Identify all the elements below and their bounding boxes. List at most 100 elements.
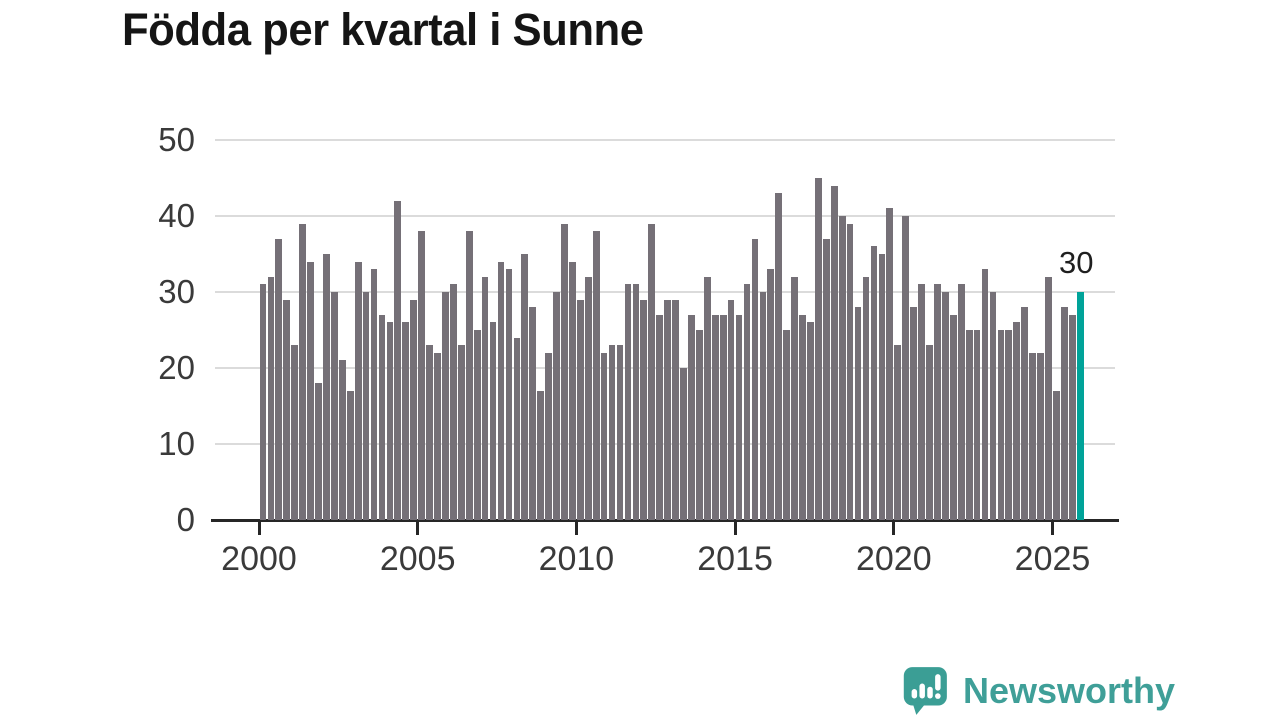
bar bbox=[767, 269, 775, 520]
bar bbox=[529, 307, 537, 520]
bar bbox=[521, 254, 529, 520]
bar bbox=[791, 276, 798, 520]
bar bbox=[307, 261, 314, 520]
x-axis-tick-2015 bbox=[733, 522, 737, 535]
bar bbox=[497, 261, 505, 520]
bar bbox=[1013, 322, 1021, 520]
bar bbox=[957, 284, 965, 520]
bar bbox=[640, 299, 648, 520]
bar bbox=[703, 276, 711, 520]
x-axis-tick-2005 bbox=[416, 522, 420, 535]
bar bbox=[648, 223, 656, 520]
bar bbox=[910, 307, 917, 520]
bar bbox=[402, 322, 410, 520]
bar bbox=[942, 292, 949, 520]
bar bbox=[854, 307, 862, 520]
bar bbox=[783, 330, 790, 520]
bar bbox=[592, 231, 600, 520]
bar bbox=[283, 299, 291, 520]
bar bbox=[815, 178, 822, 520]
bar bbox=[616, 345, 624, 520]
newsworthy-logo-text: Newsworthy bbox=[963, 670, 1176, 711]
bar bbox=[299, 223, 306, 520]
bar bbox=[807, 322, 814, 520]
bar bbox=[870, 246, 878, 520]
bar bbox=[600, 352, 608, 520]
bar bbox=[473, 330, 481, 520]
bar bbox=[386, 322, 394, 520]
bar bbox=[346, 390, 354, 520]
bar bbox=[743, 284, 751, 520]
bar bbox=[275, 238, 283, 520]
x-axis-label-2010: 2010 bbox=[538, 540, 615, 578]
x-axis-label-2020: 2020 bbox=[855, 540, 932, 578]
bar bbox=[680, 368, 687, 520]
y-axis-label-30: 30 bbox=[158, 273, 195, 310]
bar bbox=[394, 200, 402, 520]
gridline-50 bbox=[215, 139, 1115, 141]
bar bbox=[259, 284, 267, 520]
bar bbox=[489, 322, 497, 520]
bar bbox=[775, 193, 783, 520]
bar bbox=[577, 299, 584, 520]
bar bbox=[918, 284, 925, 520]
bar bbox=[465, 231, 473, 520]
x-axis-label-2005: 2005 bbox=[379, 540, 456, 578]
bar bbox=[608, 345, 616, 520]
plot-area: 0 10 20 30 40 50 2000 2005 2010 2015 2020 2025 30 bbox=[158, 122, 1119, 578]
bar bbox=[1005, 330, 1013, 520]
bar bbox=[1061, 307, 1068, 520]
bar bbox=[1037, 352, 1044, 520]
bar bbox=[894, 345, 902, 520]
gridline-40 bbox=[215, 215, 1115, 217]
bar bbox=[632, 284, 640, 520]
bar bbox=[505, 269, 513, 520]
bar bbox=[481, 276, 489, 520]
bar bbox=[291, 345, 299, 520]
last-value-annotation: 30 bbox=[1059, 245, 1094, 280]
newsworthy-logo: Newsworthy bbox=[903, 666, 1175, 716]
bar bbox=[1021, 307, 1029, 520]
bar bbox=[450, 284, 457, 520]
bar bbox=[926, 345, 933, 520]
x-axis-tick-2010 bbox=[574, 522, 578, 535]
bar bbox=[799, 314, 806, 520]
bar bbox=[1029, 352, 1036, 520]
bar bbox=[338, 360, 346, 520]
newsworthy-logo-icon bbox=[903, 667, 947, 715]
bar bbox=[830, 185, 838, 520]
x-axis-label-2015: 2015 bbox=[697, 540, 773, 578]
bar bbox=[735, 314, 743, 520]
bar bbox=[656, 314, 664, 520]
bar bbox=[457, 345, 465, 520]
bar bbox=[846, 223, 854, 520]
highlight-bar bbox=[1076, 292, 1084, 520]
bar bbox=[688, 314, 695, 520]
y-axis-label-20: 20 bbox=[158, 349, 195, 386]
bar bbox=[537, 390, 544, 520]
chart-title: Födda per kvartal i Sunne bbox=[122, 4, 644, 55]
y-axis-label-0: 0 bbox=[176, 501, 195, 538]
x-axis-tick-2025 bbox=[1051, 522, 1054, 535]
bar bbox=[362, 292, 370, 520]
x-axis-label-2025: 2025 bbox=[1014, 540, 1091, 578]
bar bbox=[267, 276, 275, 520]
bar bbox=[426, 345, 433, 520]
bar bbox=[442, 292, 449, 520]
bar bbox=[965, 330, 973, 520]
bar bbox=[878, 254, 886, 520]
bar bbox=[751, 238, 759, 520]
bar bbox=[1045, 276, 1052, 520]
bar bbox=[949, 314, 957, 520]
bar bbox=[561, 223, 568, 520]
bar bbox=[1068, 314, 1076, 520]
bar bbox=[711, 314, 719, 520]
bar bbox=[886, 208, 894, 520]
bar bbox=[934, 284, 941, 520]
bar bbox=[434, 352, 441, 520]
bar bbox=[759, 292, 767, 520]
y-axis-label-10: 10 bbox=[158, 425, 195, 462]
bar bbox=[719, 314, 727, 520]
bar bbox=[1053, 390, 1060, 520]
